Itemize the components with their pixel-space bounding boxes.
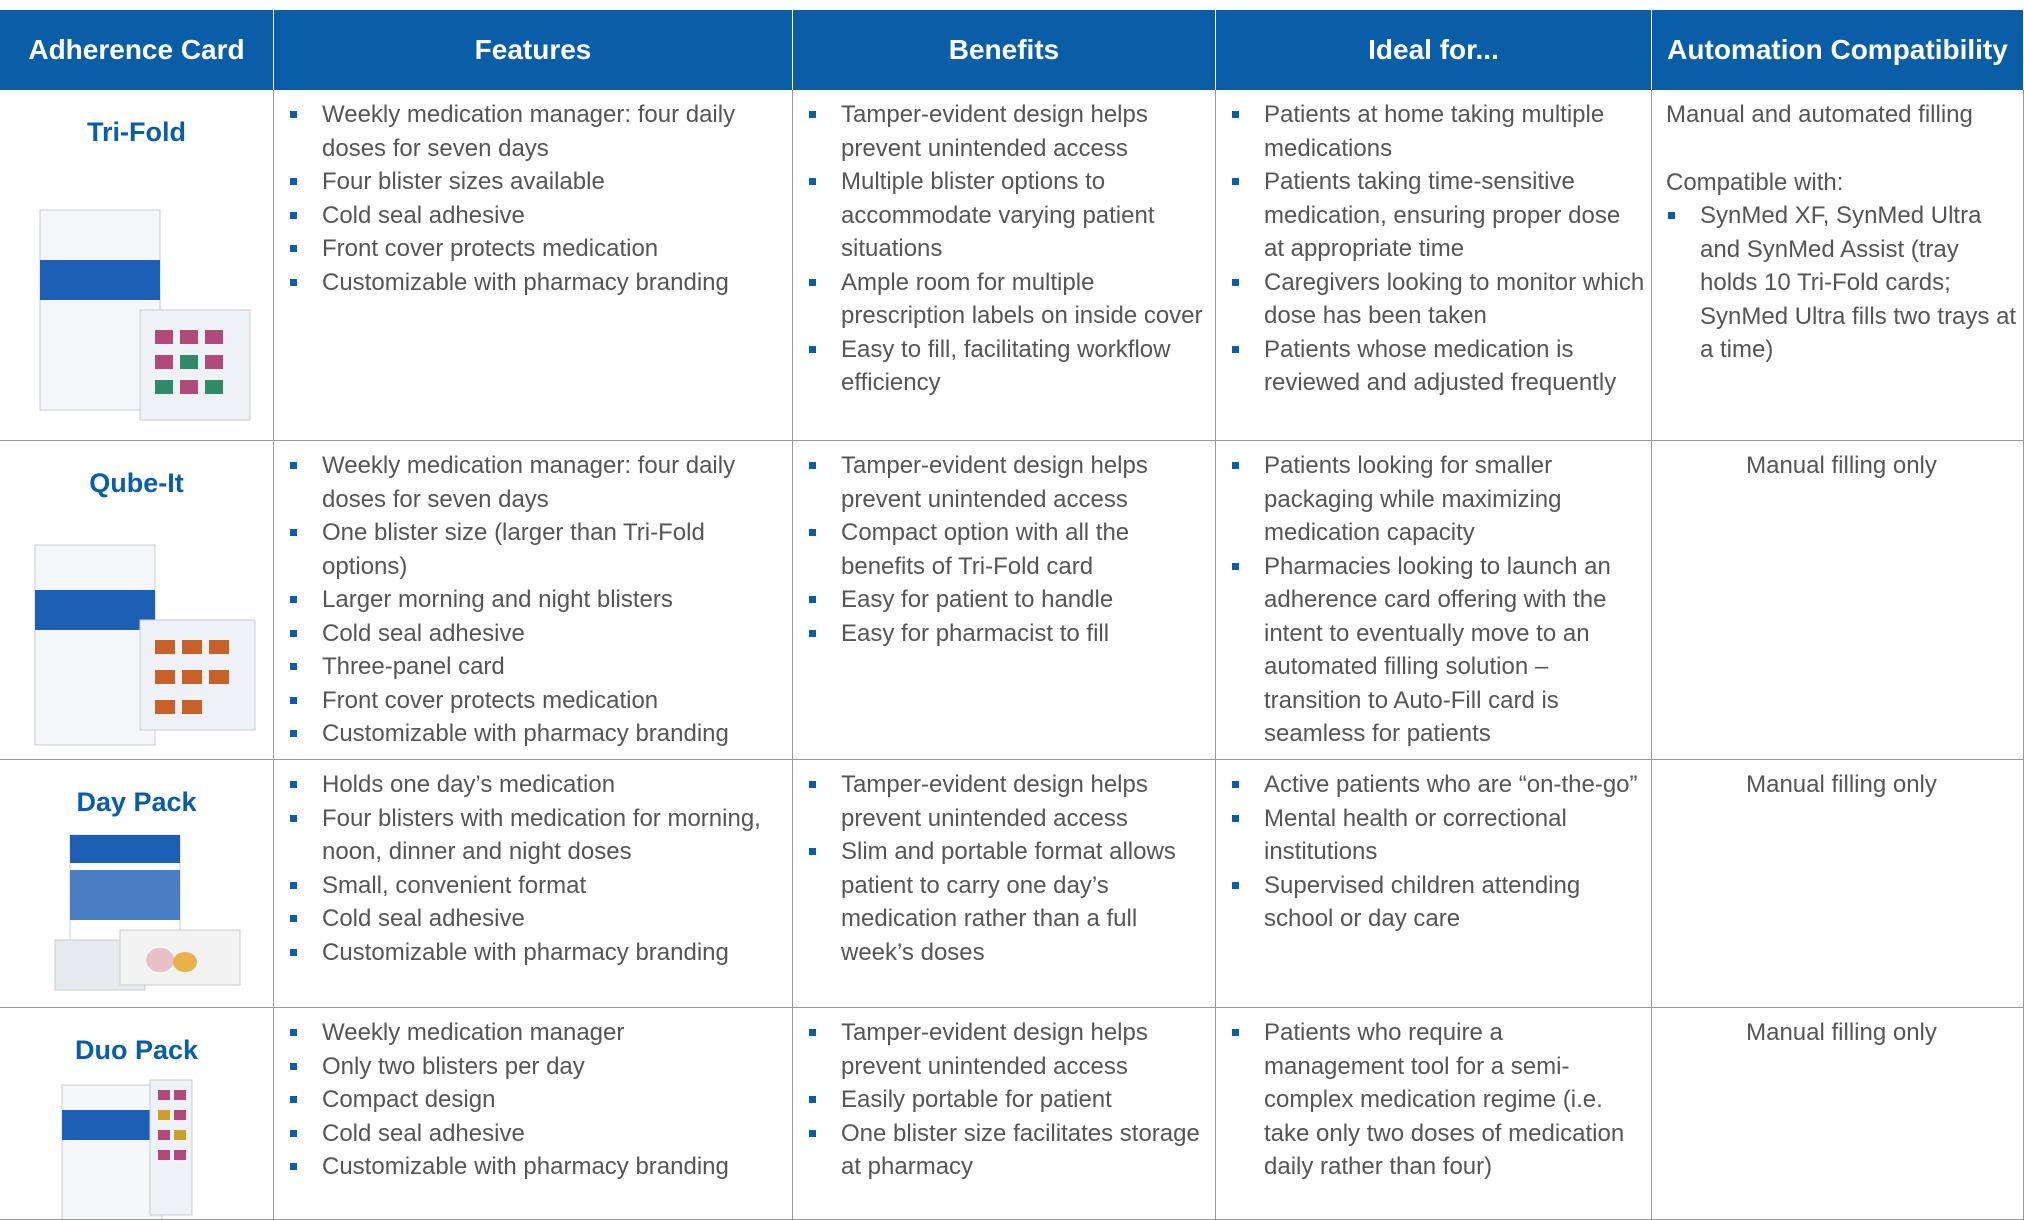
- bullet-list: Tamper-evident design helps prevent unin…: [807, 449, 1209, 650]
- card-name: Tri-Fold: [0, 90, 274, 441]
- bullet-list: Patients looking for smaller packaging w…: [1230, 449, 1645, 751]
- card-name-text: Day Pack: [76, 787, 197, 817]
- bullet-item: Patients looking for smaller packaging w…: [1230, 449, 1645, 550]
- bullet-list: SynMed XF, SynMed Ultra and SynMed Assis…: [1666, 199, 2017, 367]
- bullet-list: Patients at home taking multiple medicat…: [1230, 98, 1645, 400]
- bullet-item: Patients whose medication is reviewed an…: [1230, 333, 1645, 400]
- bullet-item: Small, convenient format: [288, 869, 786, 903]
- bullet-list: Holds one day’s medication Four blisters …: [288, 768, 786, 969]
- bullet-item: Active patients who are “on-the-go”: [1230, 768, 1645, 802]
- automation-text: Manual filling only: [1746, 771, 1937, 798]
- features-cell: Weekly medication manager Only two bliste…: [274, 1008, 793, 1220]
- bullet-item: Weekly medication manager: four daily do…: [288, 98, 786, 165]
- bullet-item: Supervised children attending school or …: [1230, 869, 1645, 936]
- automation-cell: Manual and automated filling Compatible w…: [1652, 90, 2024, 441]
- benefits-cell: Tamper-evident design helps prevent unin…: [793, 441, 1216, 760]
- bullet-item: Customizable with pharmacy branding: [288, 717, 786, 751]
- card-name-text: Duo Pack: [74, 1035, 199, 1065]
- card-name-text: Qube-It: [89, 468, 184, 498]
- bullet-item: Only two blisters per day: [288, 1050, 786, 1084]
- bullet-list: Tamper-evident design helps prevent unin…: [807, 1016, 1209, 1184]
- ideal-for-cell: Active patients who are “on-the-go” Menta…: [1216, 760, 1652, 1008]
- bullet-item: Patients taking time-sensitive medicatio…: [1230, 165, 1645, 266]
- bullet-item: Tamper-evident design helps prevent unin…: [807, 449, 1209, 516]
- bullet-item: Weekly medication manager: [288, 1016, 786, 1050]
- automation-note: Compatible with:: [1666, 168, 1844, 196]
- bullet-item: Customizable with pharmacy branding: [288, 1150, 786, 1184]
- bullet-item: Weekly medication manager: four daily do…: [288, 449, 786, 516]
- bullet-item: Compact design: [288, 1083, 786, 1117]
- automation-cell: Manual filling only: [1652, 441, 2024, 760]
- column-header: Automation Compatibility: [1652, 10, 2024, 90]
- bullet-item: Holds one day’s medication: [288, 768, 786, 802]
- features-cell: Weekly medication manager: four daily do…: [274, 441, 793, 760]
- card-name: Duo Pack: [0, 1008, 274, 1220]
- bullet-list: Patients who require a management tool f…: [1230, 1016, 1645, 1184]
- bullet-list: Weekly medication manager: four daily do…: [288, 98, 786, 299]
- bullet-item: Caregivers looking to monitor which dose…: [1230, 266, 1645, 333]
- features-cell: Holds one day’s medication Four blisters …: [274, 760, 793, 1008]
- automation-text: Manual filling only: [1746, 1019, 1937, 1046]
- bullet-item: Easy for patient to handle: [807, 583, 1209, 617]
- benefits-cell: Tamper-evident design helps prevent unin…: [793, 760, 1216, 1008]
- bullet-item: Cold seal adhesive: [288, 199, 786, 233]
- column-header: Adherence Card: [0, 10, 274, 90]
- bullet-item: Ample room for multiple prescription lab…: [807, 266, 1209, 333]
- bullet-item: Multiple blister options to accommodate …: [807, 165, 1209, 266]
- bullet-item: Customizable with pharmacy branding: [288, 936, 786, 970]
- bullet-item: Easy to fill, facilitating workflow effi…: [807, 333, 1209, 400]
- automation-cell: Manual filling only: [1652, 1008, 2024, 1220]
- bullet-item: Larger morning and night blisters: [288, 583, 786, 617]
- ideal-for-cell: Patients who require a management tool f…: [1216, 1008, 1652, 1220]
- automation-text: Manual and automated filling: [1666, 101, 1973, 128]
- bullet-item: Mental health or correctional institutio…: [1230, 802, 1645, 869]
- bullet-item: Cold seal adhesive: [288, 902, 786, 936]
- benefits-cell: Tamper-evident design helps prevent unin…: [793, 90, 1216, 441]
- bullet-item: Cold seal adhesive: [288, 1117, 786, 1151]
- bullet-item: Tamper-evident design helps prevent unin…: [807, 1016, 1209, 1083]
- bullet-list: Tamper-evident design helps prevent unin…: [807, 768, 1209, 969]
- bullet-item: Slim and portable format allows patient …: [807, 835, 1209, 969]
- comparison-table: Adherence Card Features Benefits Ideal for.…: [0, 10, 2024, 1220]
- bullet-item: Easily portable for patient: [807, 1083, 1209, 1117]
- automation-cell: Manual filling only: [1652, 760, 2024, 1008]
- bullet-item: Compact option with all the benefits of …: [807, 516, 1209, 583]
- bullet-item: Patients at home taking multiple medicat…: [1230, 98, 1645, 165]
- card-name: Qube-It: [0, 441, 274, 760]
- bullet-item: Patients who require a management tool f…: [1230, 1016, 1645, 1184]
- bullet-item: Pharmacies looking to launch an adherenc…: [1230, 550, 1645, 751]
- ideal-for-cell: Patients looking for smaller packaging w…: [1216, 441, 1652, 760]
- bullet-item: One blister size (larger than Tri-Fold o…: [288, 516, 786, 583]
- bullet-item: Four blisters with medication for mornin…: [288, 802, 786, 869]
- column-header: Features: [274, 10, 793, 90]
- bullet-item: Cold seal adhesive: [288, 617, 786, 651]
- ideal-for-cell: Patients at home taking multiple medicat…: [1216, 90, 1652, 441]
- automation-text: Manual filling only: [1746, 452, 1937, 479]
- bullet-item: Easy for pharmacist to fill: [807, 617, 1209, 651]
- bullet-list: Tamper-evident design helps prevent unin…: [807, 98, 1209, 400]
- column-header: Ideal for...: [1216, 10, 1652, 90]
- bullet-item: Tamper-evident design helps prevent unin…: [807, 768, 1209, 835]
- bullet-list: Weekly medication manager: four daily do…: [288, 449, 786, 751]
- bullet-item: Front cover protects medication: [288, 684, 786, 718]
- card-name: Day Pack: [0, 760, 274, 1008]
- bullet-item: SynMed XF, SynMed Ultra and SynMed Assis…: [1666, 199, 2017, 367]
- bullet-item: Four blister sizes available: [288, 165, 786, 199]
- bullet-list: Weekly medication manager Only two bliste…: [288, 1016, 786, 1184]
- benefits-cell: Tamper-evident design helps prevent unin…: [793, 1008, 1216, 1220]
- features-cell: Weekly medication manager: four daily do…: [274, 90, 793, 441]
- bullet-item: One blister size facilitates storage at …: [807, 1117, 1209, 1184]
- bullet-item: Customizable with pharmacy branding: [288, 266, 786, 300]
- column-header: Benefits: [793, 10, 1216, 90]
- bullet-item: Three-panel card: [288, 650, 786, 684]
- bullet-list: Active patients who are “on-the-go” Menta…: [1230, 768, 1645, 936]
- bullet-item: Front cover protects medication: [288, 232, 786, 266]
- bullet-item: Tamper-evident design helps prevent unin…: [807, 98, 1209, 165]
- card-name-text: Tri-Fold: [87, 117, 186, 147]
